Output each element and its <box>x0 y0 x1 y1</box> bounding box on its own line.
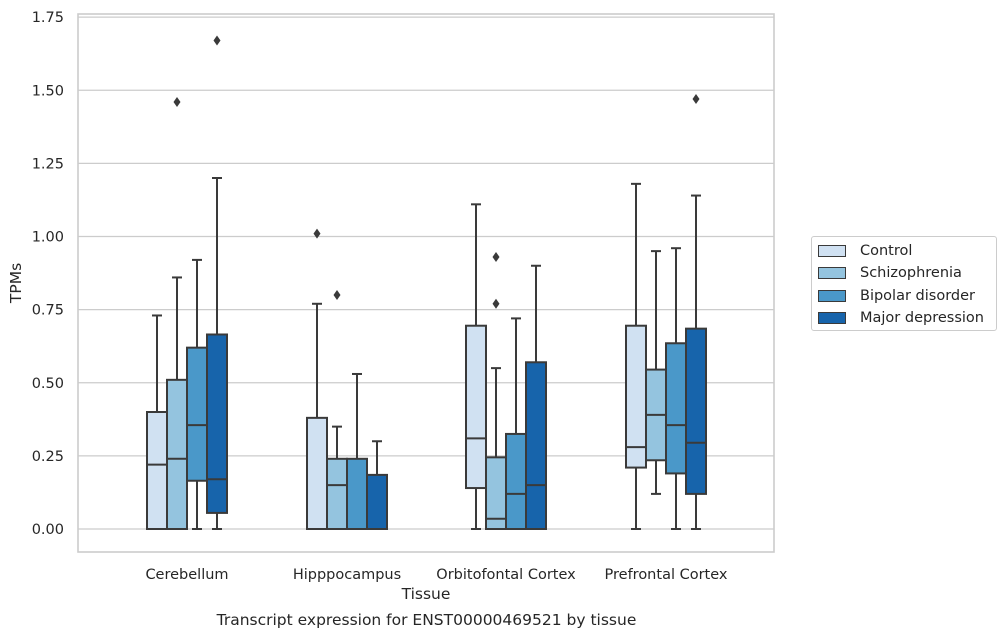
y-tick-label: 1.00 <box>32 230 64 246</box>
box-body <box>166 378 188 531</box>
box-major-depression-1 <box>366 440 388 531</box>
boxes <box>146 35 707 531</box>
legend-label-major-depression: Major depression <box>860 310 984 327</box>
outlier-point <box>692 94 700 105</box>
x-axis-label: Tissue <box>401 585 451 603</box>
legend-swatch-schizophrenia <box>818 267 846 280</box>
legend-item-major-depression: Major depression <box>818 307 996 329</box>
box-body <box>505 432 527 530</box>
box-schizophrenia-2 <box>485 251 507 530</box>
y-tick-label: 1.50 <box>32 83 64 99</box>
box-control-0 <box>146 314 168 530</box>
box-schizophrenia-0 <box>166 96 188 531</box>
box-major-depression-2 <box>525 264 547 530</box>
y-tick-labels: 0.00 0.25 0.50 0.75 1.00 1.25 1.50 1.75 <box>32 10 64 538</box>
box-schizophrenia-1 <box>326 290 348 530</box>
box-body <box>465 324 487 490</box>
outlier-point <box>173 96 181 107</box>
legend-label-control: Control <box>860 243 913 260</box>
box-body <box>525 361 547 530</box>
y-tick-label: 0.50 <box>32 376 64 392</box>
y-tick-label: 0.00 <box>32 522 64 538</box>
box-body <box>186 346 208 482</box>
y-tick-label: 0.25 <box>32 449 64 465</box>
legend: Control Schizophrenia Bipolar disorder M… <box>811 236 997 331</box>
outlier-point <box>492 298 500 309</box>
box-body <box>346 457 368 530</box>
outlier-point <box>333 290 341 300</box>
legend-swatch-major-depression <box>818 312 846 325</box>
box-body <box>146 411 168 530</box>
box-body <box>665 342 687 475</box>
chart-caption: Transcript expression for ENST0000046952… <box>216 611 637 629</box>
plot-frame <box>77 13 775 553</box>
x-tick-label: Prefrontal Cortex <box>605 567 728 583</box>
box-control-3 <box>625 182 647 530</box>
legend-swatch-bipolar-disorder <box>818 289 846 302</box>
outlier-point <box>213 35 221 46</box>
box-bipolar-disorder-2 <box>505 317 527 530</box>
legend-item-bipolar-disorder: Bipolar disorder <box>818 285 996 307</box>
box-bipolar-disorder-0 <box>186 258 208 530</box>
y-tick-label: 1.25 <box>32 156 64 172</box>
box-major-depression-3 <box>685 94 707 530</box>
box-bipolar-disorder-1 <box>346 372 368 530</box>
y-tick-label: 1.75 <box>32 10 64 26</box>
y-tick-label: 0.75 <box>32 303 64 319</box>
box-body <box>366 473 388 531</box>
outlier-point <box>492 251 500 262</box>
box-body <box>306 416 328 531</box>
legend-label-bipolar-disorder: Bipolar disorder <box>860 287 975 304</box>
x-tick-label: Hipppocampus <box>293 567 401 583</box>
box-body <box>206 333 228 514</box>
legend-swatch-control <box>818 245 846 258</box>
box-control-1 <box>306 228 328 531</box>
x-tick-label: Orbitofontal Cortex <box>436 567 576 583</box>
y-axis-label: TPMs <box>7 263 25 304</box>
box-body <box>326 457 348 530</box>
box-body <box>685 327 707 495</box>
box-control-2 <box>465 203 487 530</box>
box-major-depression-0 <box>206 35 228 530</box>
legend-item-schizophrenia: Schizophrenia <box>818 262 996 284</box>
outlier-point <box>313 228 321 239</box>
box-bipolar-disorder-3 <box>665 247 687 530</box>
x-tick-labels: Cerebellum Hipppocampus Orbitofontal Corte… <box>145 567 727 583</box>
legend-label-schizophrenia: Schizophrenia <box>860 265 962 282</box>
box-schizophrenia-3 <box>645 250 667 495</box>
legend-item-control: Control <box>818 240 996 262</box>
x-tick-label: Cerebellum <box>145 567 228 583</box>
